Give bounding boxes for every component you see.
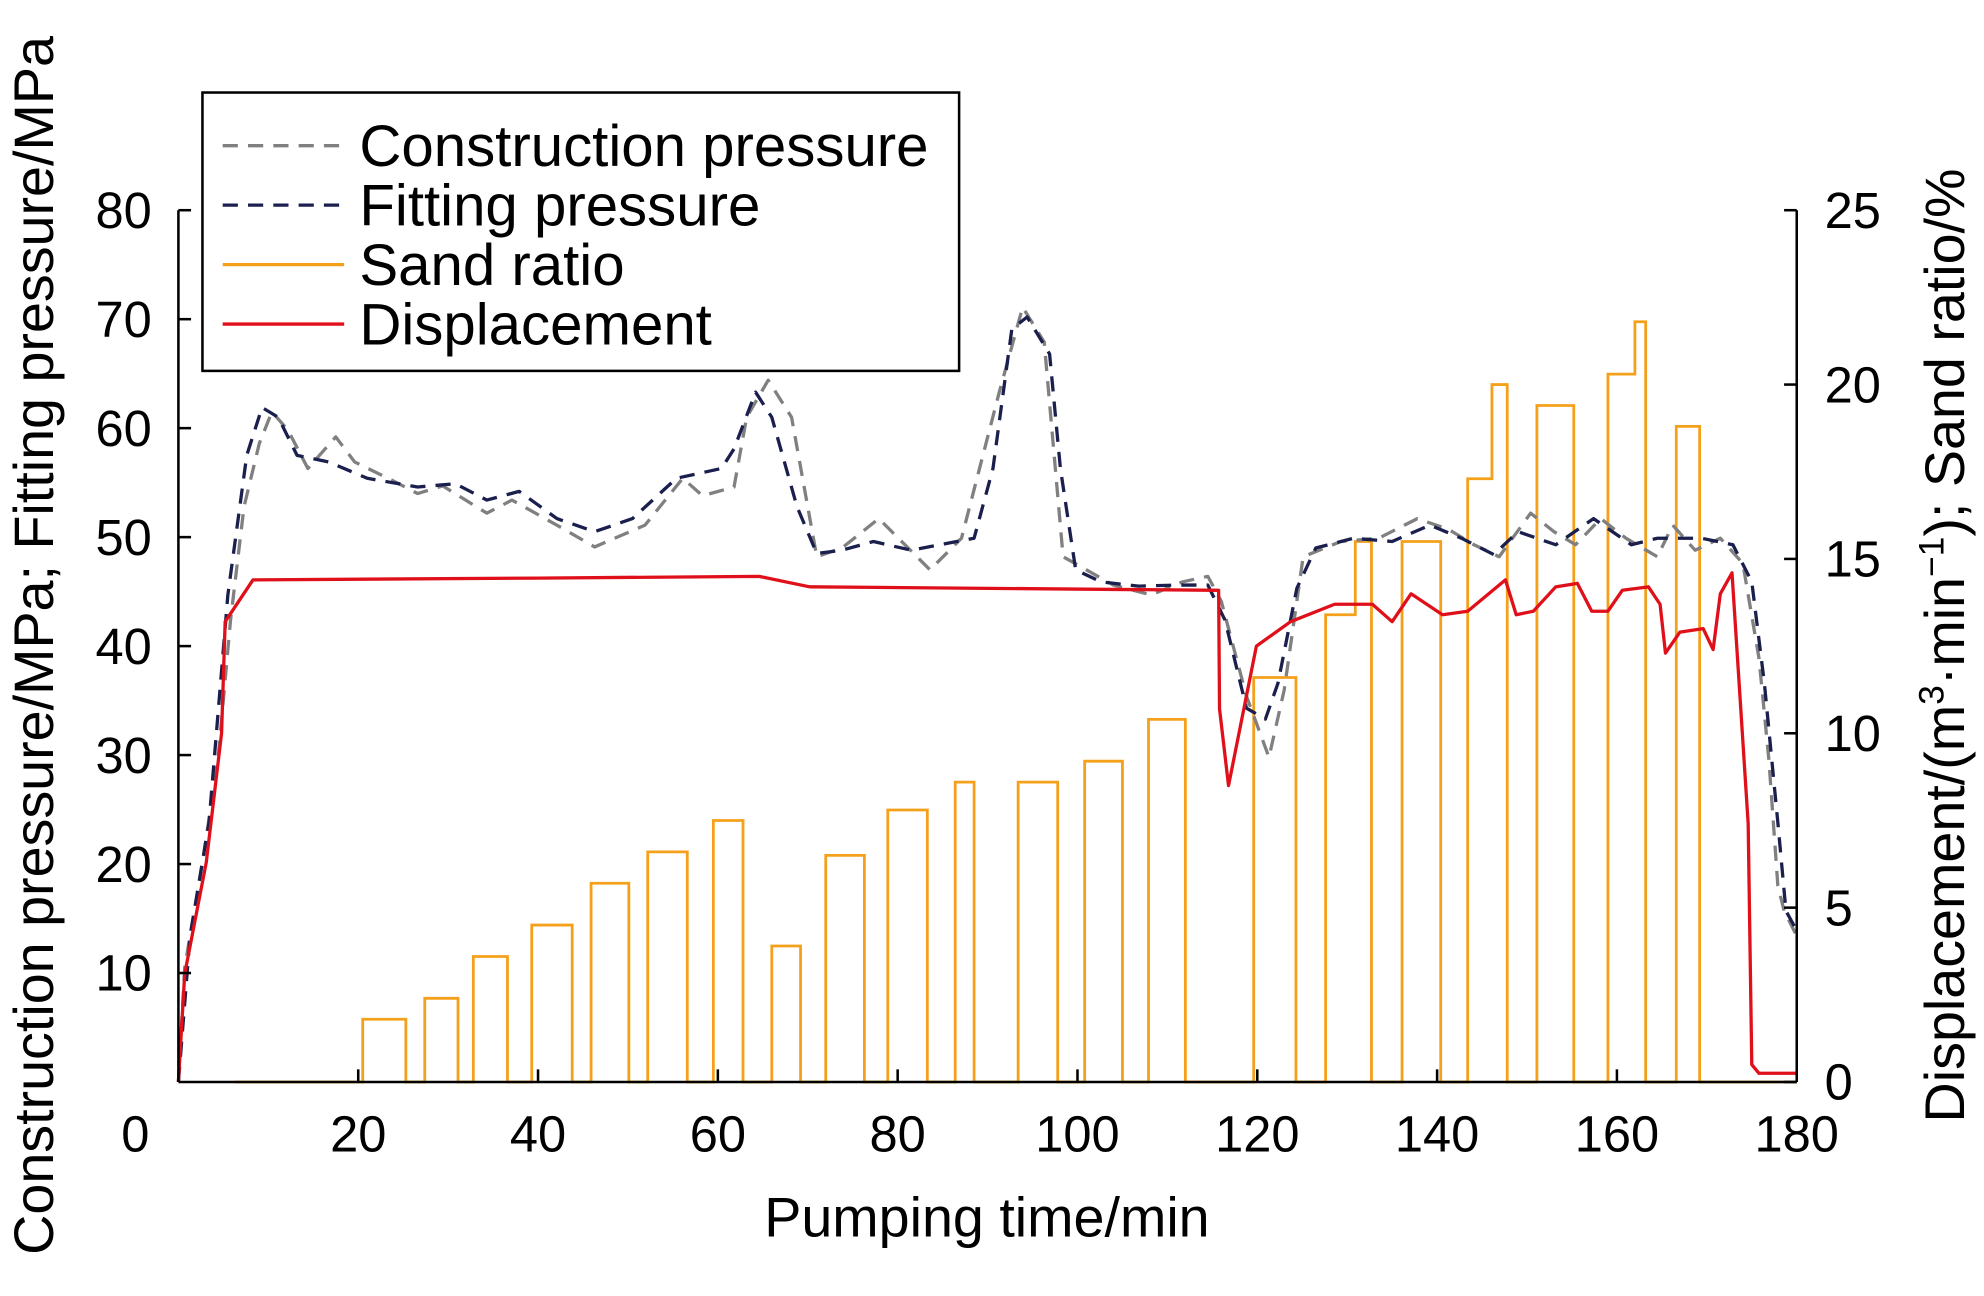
y2-title-sup: −1 bbox=[1912, 537, 1952, 577]
displacement-line bbox=[176, 571, 1797, 1083]
x-tick-label: 140 bbox=[1395, 1106, 1479, 1163]
y2-axis-title: Displacement/(m3·min−1); Sand ratio/% bbox=[1912, 168, 1976, 1122]
y2-tick-label: 0 bbox=[1825, 1054, 1853, 1111]
sand-ratio-bar bbox=[1355, 541, 1371, 1082]
y-tick-label: 20 bbox=[96, 836, 152, 893]
y-axis-title: Construction pressure/MPa; Fitting press… bbox=[3, 36, 65, 1255]
y-tick-label: 70 bbox=[96, 291, 152, 348]
sand-ratio-bar bbox=[473, 956, 507, 1082]
sand-ratio-bar bbox=[1149, 719, 1186, 1082]
x-tick-label: 120 bbox=[1215, 1106, 1299, 1163]
sand-ratio-bar bbox=[425, 998, 458, 1082]
sand-ratio-bar bbox=[1537, 405, 1574, 1082]
legend-label: Displacement bbox=[359, 292, 712, 357]
x-axis-title: Pumping time/min bbox=[764, 1186, 1209, 1248]
sand-ratio-bar bbox=[713, 820, 743, 1082]
x-tick-label: 60 bbox=[690, 1106, 746, 1163]
x-tick-label: 0 bbox=[121, 1106, 149, 1163]
y-tick-label: 10 bbox=[96, 945, 152, 1002]
y2-tick-label: 15 bbox=[1825, 531, 1881, 588]
fitting-pressure-line bbox=[176, 315, 1799, 1083]
x-tick-label: 100 bbox=[1035, 1106, 1119, 1163]
y2-title-part: Displacement/(m bbox=[1914, 705, 1976, 1123]
construction-pressure-line bbox=[176, 305, 1799, 1083]
sand-ratio-bar bbox=[955, 782, 974, 1082]
sand-ratio-bar bbox=[826, 855, 865, 1082]
sand-ratio-bar bbox=[1468, 479, 1492, 1082]
y-tick-label: 50 bbox=[96, 509, 152, 566]
sand-ratio-bar bbox=[1608, 374, 1635, 1082]
y2-title-part: ·min bbox=[1914, 577, 1976, 685]
legend-label: Sand ratio bbox=[359, 233, 624, 298]
sand-ratio-bar bbox=[648, 852, 688, 1082]
y2-tick-label: 10 bbox=[1825, 705, 1881, 762]
x-tick-label: 40 bbox=[510, 1106, 566, 1163]
sand-ratio-bar bbox=[888, 810, 928, 1082]
y-tick-label: 80 bbox=[96, 182, 152, 239]
x-tick-label: 20 bbox=[330, 1106, 386, 1163]
y2-title-part: ); Sand ratio/% bbox=[1914, 168, 1976, 536]
sand-ratio-bar bbox=[532, 925, 572, 1082]
ticks: 0 20 40 60 80 100 120 140 160 1801020304050607080… bbox=[96, 182, 1881, 1163]
sand-ratio-bar bbox=[1635, 322, 1646, 1082]
sand-ratio-bar bbox=[363, 1019, 406, 1082]
y-tick-label: 40 bbox=[96, 618, 152, 675]
y2-tick-label: 25 bbox=[1825, 182, 1881, 239]
sand-ratio-bar bbox=[1018, 782, 1058, 1082]
y-tick-label: 60 bbox=[96, 400, 152, 457]
plot-area bbox=[176, 305, 1799, 1084]
sand-ratio-bar bbox=[772, 946, 801, 1082]
sand-ratio-bar bbox=[1676, 426, 1699, 1082]
sand-ratio-bar bbox=[591, 883, 629, 1082]
x-tick-label: 160 bbox=[1575, 1106, 1659, 1163]
sand-ratio-bar bbox=[1492, 385, 1507, 1082]
sand-ratio-bar bbox=[1402, 541, 1441, 1082]
legend-label: Construction pressure bbox=[359, 114, 928, 179]
y2-tick-label: 20 bbox=[1825, 356, 1881, 413]
legend-label: Fitting pressure bbox=[359, 173, 760, 238]
y-tick-label: 30 bbox=[96, 727, 152, 784]
x-tick-label: 180 bbox=[1755, 1106, 1839, 1163]
y2-title-sup: 3 bbox=[1912, 685, 1952, 705]
sand-ratio-line bbox=[234, 320, 1797, 1084]
sand-ratio-bar bbox=[1085, 761, 1123, 1082]
sand-ratio-bar bbox=[1326, 615, 1356, 1082]
x-tick-label: 80 bbox=[870, 1106, 926, 1163]
y2-tick-label: 5 bbox=[1825, 879, 1853, 936]
